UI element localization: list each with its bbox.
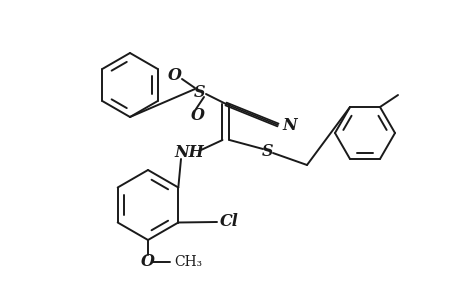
Text: O: O	[168, 67, 182, 83]
Text: NH: NH	[174, 143, 203, 161]
Text: N: N	[281, 116, 296, 134]
Text: O: O	[141, 254, 155, 271]
Text: S: S	[194, 83, 205, 100]
Text: S: S	[262, 142, 273, 160]
Text: Cl: Cl	[219, 214, 238, 230]
Text: CH₃: CH₃	[174, 255, 202, 269]
Text: O: O	[190, 106, 205, 124]
